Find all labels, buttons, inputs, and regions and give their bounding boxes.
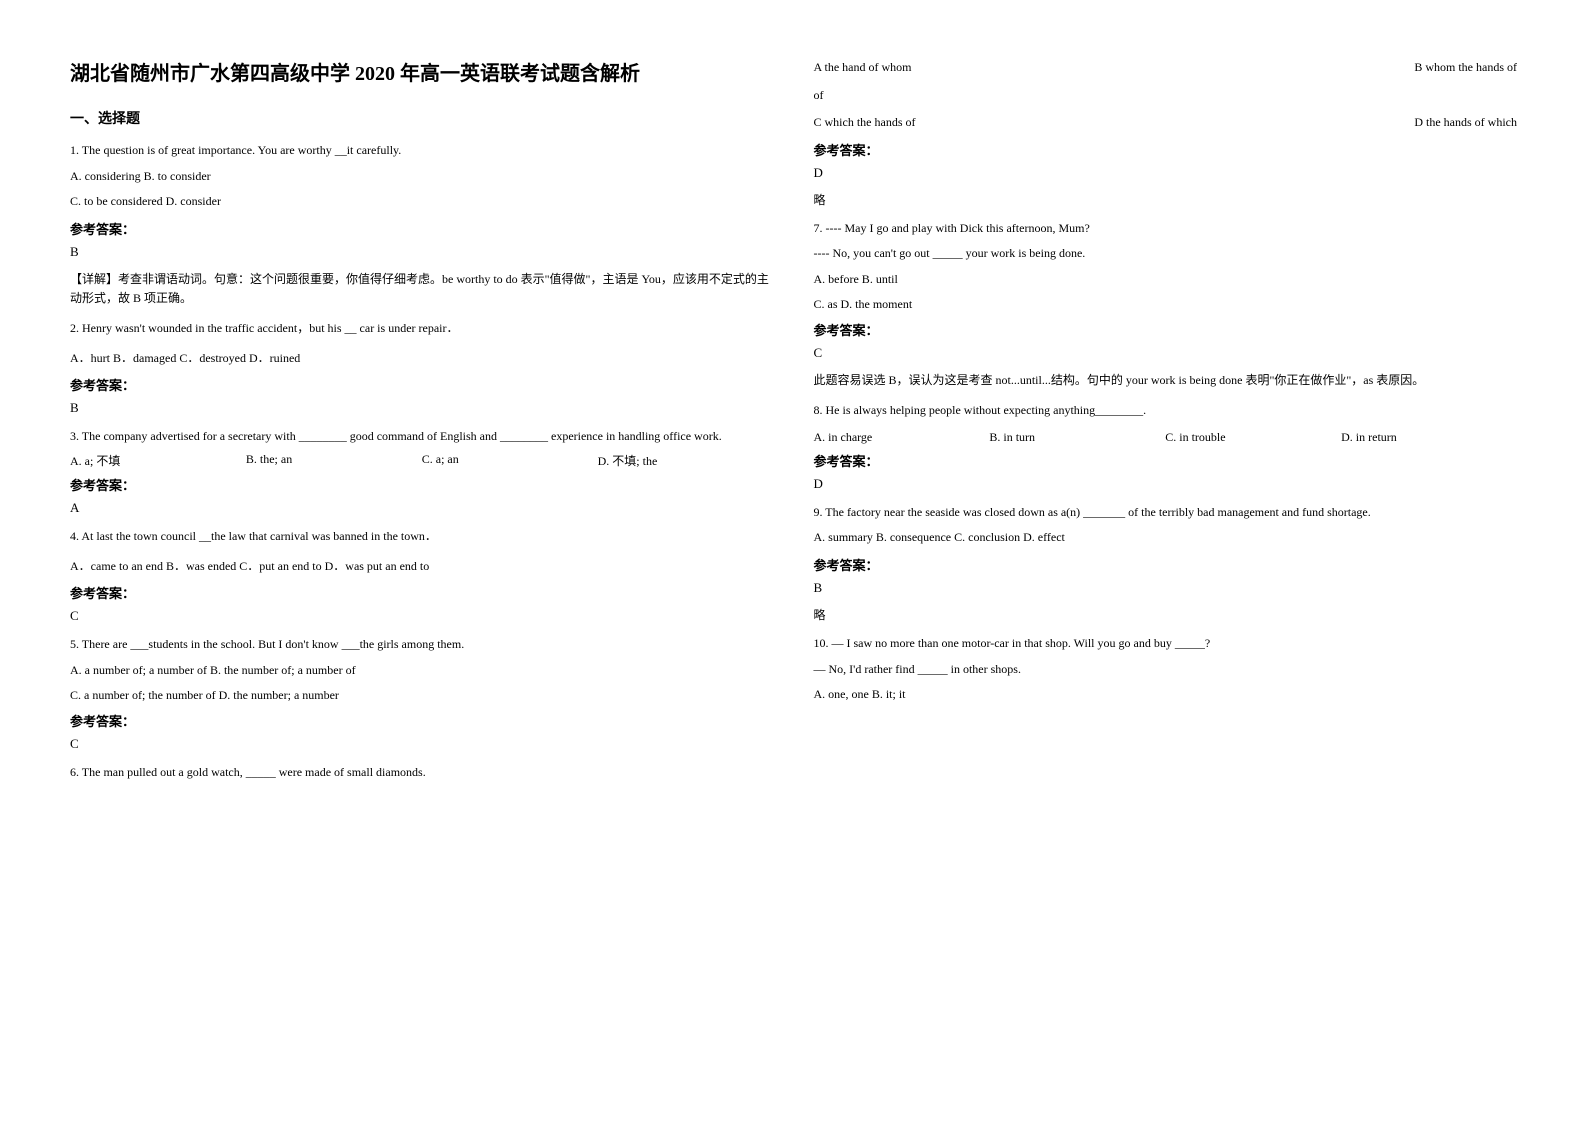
q5-options-2: C. a number of; the number of D. the num…: [70, 685, 774, 707]
q7-options-2: C. as D. the moment: [814, 294, 1518, 316]
q3-text: 3. The company advertised for a secretar…: [70, 426, 774, 448]
q7-answer: C: [814, 345, 1518, 361]
q6-optC: C which the hands of: [814, 115, 916, 130]
q6-optD: D the hands of which: [1414, 115, 1517, 130]
q6-optB: B whom the hands of: [1414, 60, 1517, 75]
q8-answer: D: [814, 476, 1518, 492]
q6-answer-label: 参考答案：: [814, 140, 1518, 159]
q8-optC: C. in trouble: [1165, 430, 1341, 445]
q6-text: 6. The man pulled out a gold watch, ____…: [70, 762, 774, 784]
left-column: 湖北省随州市广水第四高级中学 2020 年高一英语联考试题含解析 一、选择题 1…: [50, 60, 794, 1062]
q3-optB: B. the; an: [246, 452, 422, 469]
q6-omit: 略: [814, 191, 1518, 208]
q7-options-1: A. before B. until: [814, 269, 1518, 291]
q1-answer-label: 参考答案：: [70, 219, 774, 238]
q9-text: 9. The factory near the seaside was clos…: [814, 502, 1518, 524]
q2-options: A．hurt B．damaged C．destroyed D．ruined: [70, 348, 774, 370]
q8-optB: B. in turn: [989, 430, 1165, 445]
q8-text: 8. He is always helping people without e…: [814, 400, 1518, 422]
q5-options-1: A. a number of; a number of B. the numbe…: [70, 660, 774, 682]
q1-options-2: C. to be considered D. consider: [70, 191, 774, 213]
q6-options-row1: A the hand of whom B whom the hands of: [814, 60, 1518, 75]
q1-answer: B: [70, 244, 774, 260]
q7-text1: 7. ---- May I go and play with Dick this…: [814, 218, 1518, 240]
q7-text2: ---- No, you can't go out _____ your wor…: [814, 243, 1518, 265]
q4-answer-label: 参考答案：: [70, 583, 774, 602]
q5-answer-label: 参考答案：: [70, 711, 774, 730]
q3-answer-label: 参考答案：: [70, 475, 774, 494]
q3-optD: D. 不填; the: [598, 452, 774, 469]
q5-text: 5. There are ___students in the school. …: [70, 634, 774, 656]
q9-options: A. summary B. consequence C. conclusion …: [814, 527, 1518, 549]
q8-options: A. in charge B. in turn C. in trouble D.…: [814, 430, 1518, 445]
q8-answer-label: 参考答案：: [814, 451, 1518, 470]
q1-text: 1. The question is of great importance. …: [70, 140, 774, 162]
q9-omit: 略: [814, 606, 1518, 623]
q1-explanation: 【详解】考查非谓语动词。句意：这个问题很重要，你值得仔细考虑。be worthy…: [70, 270, 774, 308]
q10-text1: 10. — I saw no more than one motor-car i…: [814, 633, 1518, 655]
q4-answer: C: [70, 608, 774, 624]
q1-options-1: A. considering B. to consider: [70, 166, 774, 188]
q5-answer: C: [70, 736, 774, 752]
q3-answer: A: [70, 500, 774, 516]
q9-answer: B: [814, 580, 1518, 596]
q9-answer-label: 参考答案：: [814, 555, 1518, 574]
q2-answer: B: [70, 400, 774, 416]
q6-of: of: [814, 85, 1518, 107]
q2-answer-label: 参考答案：: [70, 375, 774, 394]
q10-text2: — No, I'd rather find _____ in other sho…: [814, 659, 1518, 681]
q7-explanation: 此题容易误选 B，误认为这是考查 not...until...结构。句中的 yo…: [814, 371, 1518, 390]
q4-text: 4. At last the town council __the law th…: [70, 526, 774, 548]
q2-text: 2. Henry wasn't wounded in the traffic a…: [70, 318, 774, 340]
q3-optC: C. a; an: [422, 452, 598, 469]
right-column: A the hand of whom B whom the hands of o…: [794, 60, 1538, 1062]
q4-options: A．came to an end B．was ended C．put an en…: [70, 556, 774, 578]
section-heading: 一、选择题: [70, 108, 774, 128]
q3-optA: A. a; 不填: [70, 452, 246, 469]
q7-answer-label: 参考答案：: [814, 320, 1518, 339]
page-title: 湖北省随州市广水第四高级中学 2020 年高一英语联考试题含解析: [70, 60, 774, 88]
q6-answer: D: [814, 165, 1518, 181]
q8-optD: D. in return: [1341, 430, 1517, 445]
q10-options: A. one, one B. it; it: [814, 684, 1518, 706]
q6-optA: A the hand of whom: [814, 60, 912, 75]
q6-options-row2: C which the hands of D the hands of whic…: [814, 115, 1518, 130]
q3-options: A. a; 不填 B. the; an C. a; an D. 不填; the: [70, 452, 774, 469]
q8-optA: A. in charge: [814, 430, 990, 445]
